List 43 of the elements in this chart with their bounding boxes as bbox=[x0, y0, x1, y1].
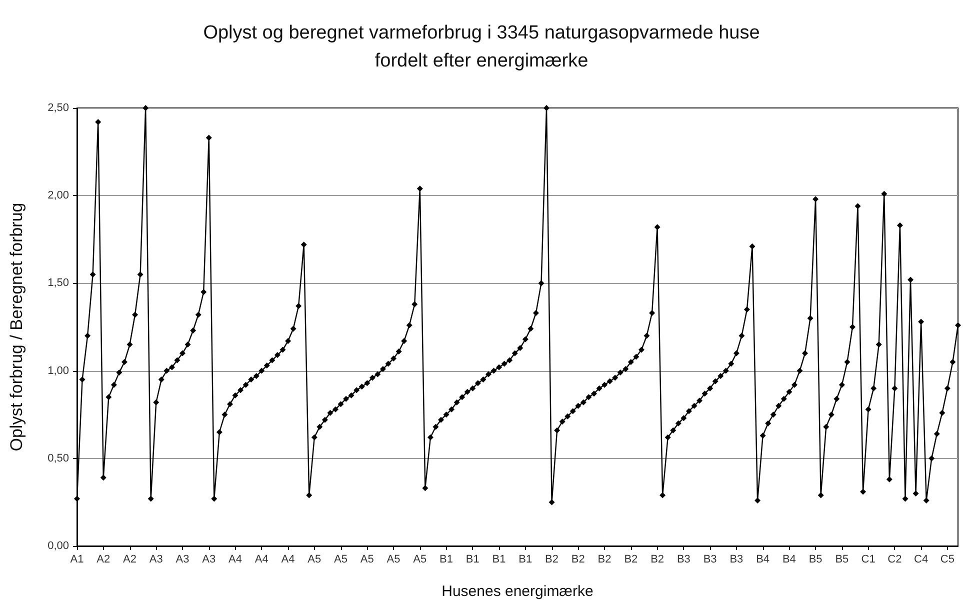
x-tick-label: A2 bbox=[123, 554, 136, 566]
x-tick-label: B2 bbox=[624, 554, 638, 566]
x-tick-label: A5 bbox=[308, 554, 322, 566]
x-tick-label: A5 bbox=[386, 554, 400, 566]
x-tick-label: B1 bbox=[466, 554, 480, 566]
x-tick-label: A5 bbox=[360, 554, 374, 566]
x-tick-label: A3 bbox=[202, 554, 216, 566]
y-tick-label: 2,50 bbox=[48, 102, 69, 114]
x-tick-label: B1 bbox=[492, 554, 506, 566]
x-tick-label: B1 bbox=[440, 554, 454, 566]
x-tick-label: A2 bbox=[96, 554, 110, 566]
x-tick-label: B1 bbox=[518, 554, 532, 566]
x-tick-label: B5 bbox=[835, 554, 849, 566]
x-tick-label: B2 bbox=[650, 554, 664, 566]
x-tick-label: C1 bbox=[861, 554, 876, 566]
x-tick-label: B3 bbox=[730, 554, 744, 566]
x-tick-label: A4 bbox=[228, 554, 242, 566]
x-tick-label: B3 bbox=[676, 554, 690, 566]
x-tick-label: B2 bbox=[598, 554, 612, 566]
x-tick-label: B4 bbox=[756, 554, 770, 566]
x-tick-label: C4 bbox=[914, 554, 928, 566]
chart-title: Oplyst og beregnet varmeforbrug i 3345 naturgasopvarmede huse fordelt efter energimærke bbox=[203, 22, 760, 72]
x-tick-label: C5 bbox=[940, 554, 954, 566]
x-tick-label: A1 bbox=[70, 554, 84, 566]
y-tick-label: 1,00 bbox=[48, 364, 69, 377]
x-tick-label: B5 bbox=[808, 554, 822, 566]
x-tick-label: A3 bbox=[149, 554, 163, 566]
x-axis-title: Husenes energimærke bbox=[442, 583, 594, 600]
y-tick-label: 2,00 bbox=[48, 190, 69, 202]
y-axis-title: Oplyst forbrug / Beregnet forbrug bbox=[7, 202, 26, 452]
x-tick-label: C2 bbox=[888, 554, 902, 566]
x-tick-label: B3 bbox=[703, 554, 717, 566]
y-tick-label: 1,50 bbox=[48, 277, 69, 290]
x-tick-label: A4 bbox=[254, 554, 268, 566]
y-tick-label: 0,50 bbox=[48, 452, 69, 464]
x-tick-label: B4 bbox=[782, 554, 796, 566]
x-tick-label: A4 bbox=[281, 554, 295, 566]
x-tick-label: A5 bbox=[334, 554, 348, 566]
x-tick-label: A3 bbox=[176, 554, 190, 566]
x-tick-label: B2 bbox=[545, 554, 559, 566]
x-tick-label: A5 bbox=[413, 554, 427, 566]
x-tick-label: B2 bbox=[571, 554, 585, 566]
y-tick-label: 0,00 bbox=[48, 540, 69, 552]
